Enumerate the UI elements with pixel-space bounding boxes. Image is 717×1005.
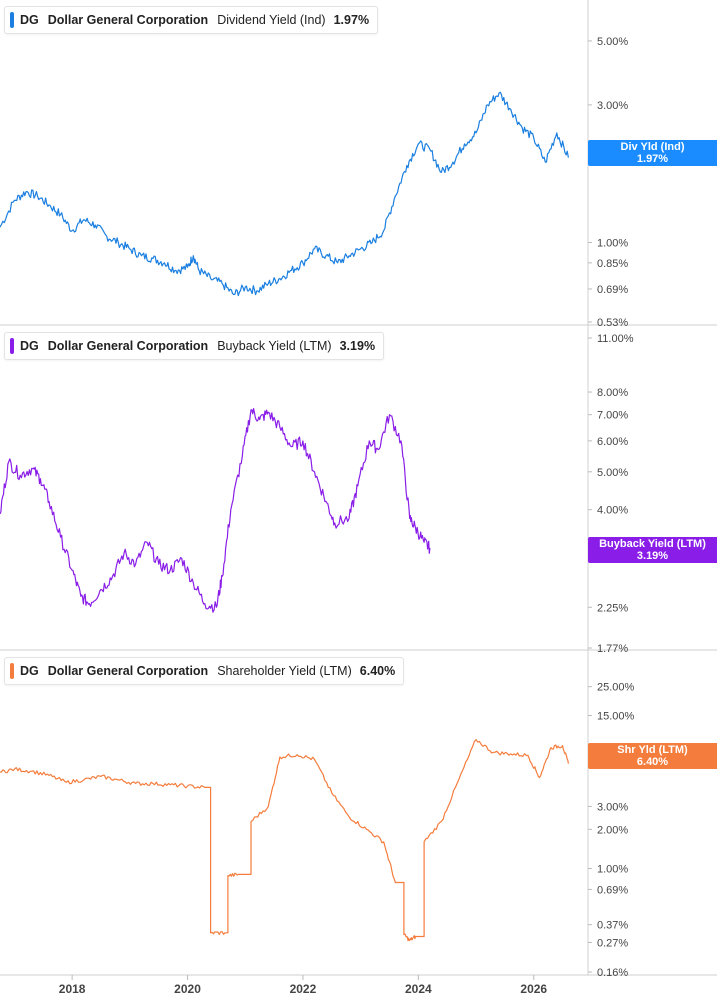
legend-value: 1.97% xyxy=(333,13,370,27)
x-tick-label: 2018 xyxy=(59,982,86,996)
x-tick-label: 2024 xyxy=(405,982,432,996)
y-tick-label: 0.53% xyxy=(597,317,628,329)
legend-ticker: DG xyxy=(20,339,39,353)
tag-title: Div Yld (Ind) xyxy=(620,141,685,153)
legend-company: Dollar General Corporation xyxy=(47,664,209,678)
series-line xyxy=(0,408,431,613)
legend-ticker: DG xyxy=(20,13,39,27)
legend-metric: Shareholder Yield (LTM) xyxy=(217,664,352,678)
y-tick-label: 1.77% xyxy=(597,643,628,655)
legend-dividend-yield: DG Dollar General Corporation Dividend Y… xyxy=(4,6,379,34)
legend-value: 3.19% xyxy=(339,339,376,353)
y-tick-label: 7.00% xyxy=(597,410,628,422)
tag-value: 6.40% xyxy=(636,756,669,768)
dividend-series-swatch xyxy=(10,12,14,28)
buyback-series-swatch xyxy=(10,338,14,354)
y-tick-label: 0.85% xyxy=(597,258,628,270)
y-tick-label: 0.69% xyxy=(597,284,628,296)
x-tick-label: 2022 xyxy=(290,982,317,996)
y-tick-label: 5.00% xyxy=(597,36,628,48)
y-tick-label: 11.00% xyxy=(597,333,634,345)
tag-value: 3.19% xyxy=(636,550,669,562)
y-tick-label: 5.00% xyxy=(597,467,628,479)
legend-ticker: DG xyxy=(20,664,39,678)
y-tick-label: 2.25% xyxy=(597,602,628,614)
y-tick-label: 1.00% xyxy=(597,237,628,249)
tag-title: Shr Yld (LTM) xyxy=(617,744,688,756)
series-line xyxy=(0,739,569,942)
tag-title: Buyback Yield (LTM) xyxy=(599,538,706,550)
tag-value: 1.97% xyxy=(636,153,669,165)
legend-metric: Buyback Yield (LTM) xyxy=(217,339,332,353)
legend-metric: Dividend Yield (Ind) xyxy=(217,13,326,27)
y-tick-label: 0.16% xyxy=(597,967,628,979)
buyback-yield-value-tag: Buyback Yield (LTM) 3.19% xyxy=(588,537,717,563)
legend-company: Dollar General Corporation xyxy=(47,13,209,27)
shareholder-yield-value-tag: Shr Yld (LTM) 6.40% xyxy=(588,743,717,769)
legend-value: 6.40% xyxy=(359,664,396,678)
y-tick-label: 6.00% xyxy=(597,436,628,448)
y-tick-label: 3.00% xyxy=(597,100,628,112)
y-tick-label: 1.00% xyxy=(597,863,628,875)
dividend-yield-value-tag: Div Yld (Ind) 1.97% xyxy=(588,140,717,166)
series-line xyxy=(0,91,569,297)
y-tick-label: 15.00% xyxy=(597,711,635,723)
legend-shareholder-yield: DG Dollar General Corporation Shareholde… xyxy=(4,657,405,685)
y-tick-label: 8.00% xyxy=(597,387,628,399)
y-tick-label: 0.37% xyxy=(597,920,628,932)
y-tick-label: 2.00% xyxy=(597,824,628,836)
shareholder-series-swatch xyxy=(10,663,14,679)
legend-buyback-yield: DG Dollar General Corporation Buyback Yi… xyxy=(4,332,385,360)
y-tick-label: 0.69% xyxy=(597,884,628,896)
x-tick-label: 2020 xyxy=(174,982,201,996)
y-tick-label: 3.00% xyxy=(597,801,628,813)
legend-company: Dollar General Corporation xyxy=(47,339,209,353)
y-tick-label: 0.27% xyxy=(597,937,628,949)
y-tick-label: 4.00% xyxy=(597,505,628,517)
x-tick-label: 2026 xyxy=(520,982,547,996)
y-tick-label: 25.00% xyxy=(597,682,635,694)
